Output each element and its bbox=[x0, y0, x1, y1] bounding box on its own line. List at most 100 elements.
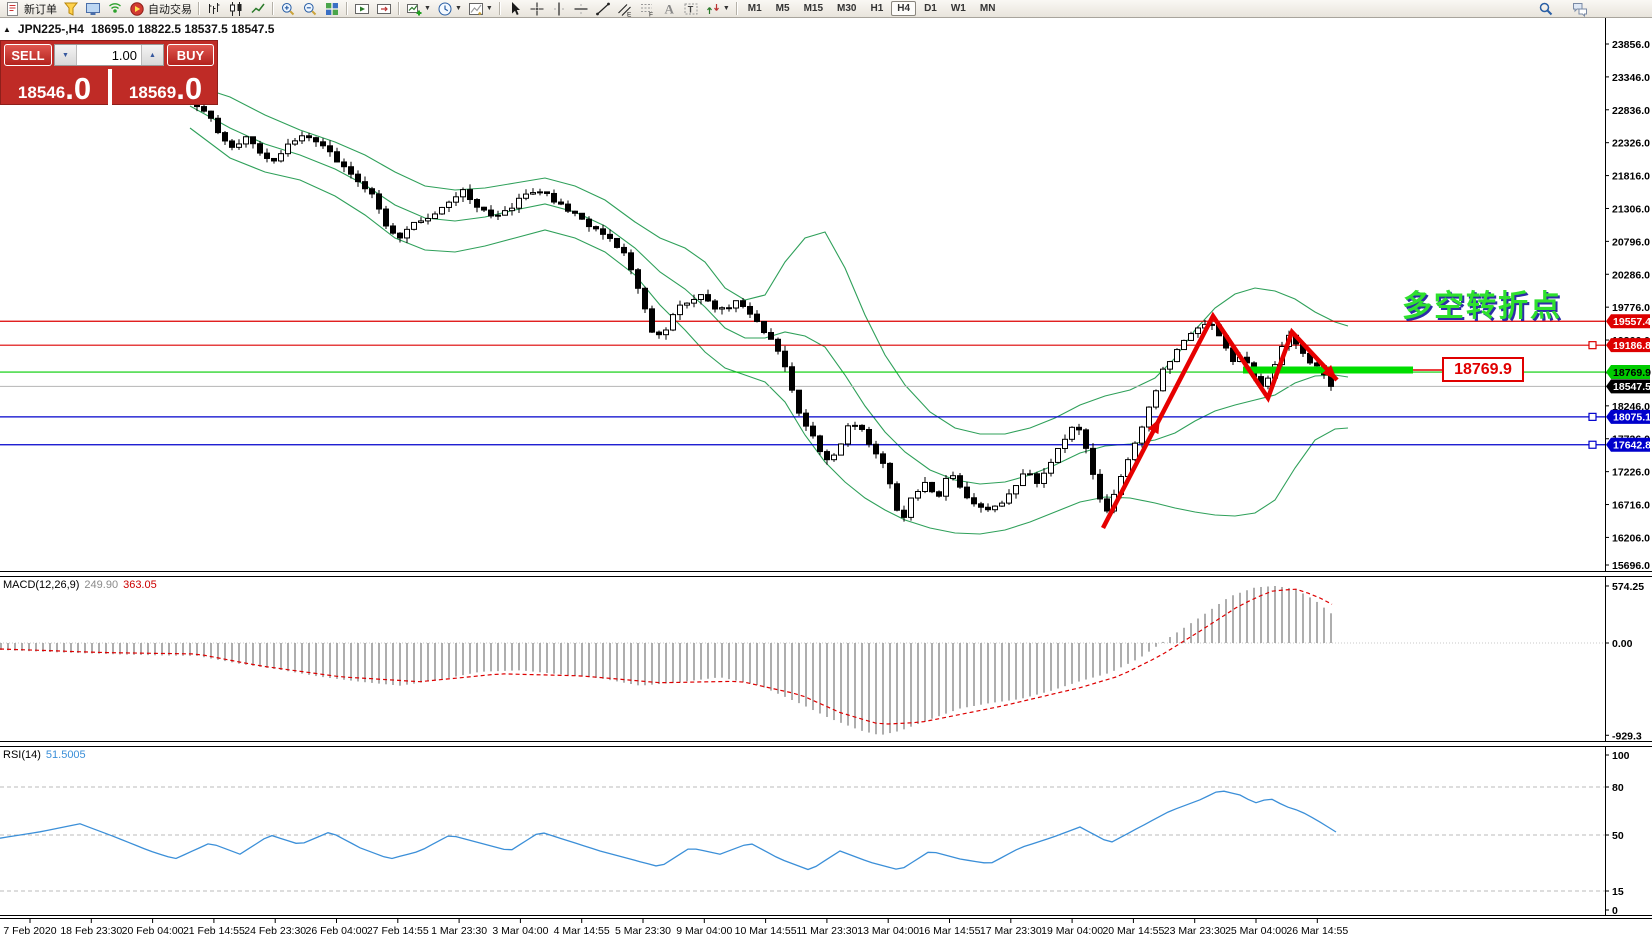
text-button[interactable]: A bbox=[659, 1, 679, 17]
svg-text:18769.9: 18769.9 bbox=[1613, 367, 1651, 379]
new-order-button[interactable]: 新订单 bbox=[3, 1, 59, 17]
svg-text:F: F bbox=[649, 11, 653, 17]
line-chart-button[interactable] bbox=[248, 1, 268, 17]
sell-button[interactable]: SELL bbox=[4, 44, 52, 66]
auto-scroll-button[interactable] bbox=[352, 1, 372, 17]
line-handle[interactable] bbox=[1588, 440, 1597, 449]
add-indicator-button[interactable]: ▼ bbox=[404, 1, 433, 17]
timeframe-w1-button[interactable]: W1 bbox=[950, 3, 966, 14]
time-axis-label: 23 Mar 23:30 bbox=[1164, 925, 1226, 937]
timeframe-m1-button[interactable]: M1 bbox=[747, 3, 762, 14]
timeframe-m15-button[interactable]: M15 bbox=[803, 3, 824, 14]
signals-button[interactable] bbox=[105, 1, 125, 17]
chart-annotation-text[interactable]: 多空转折点 bbox=[1402, 290, 1562, 323]
timeframe-h1-button[interactable]: H1 bbox=[870, 3, 884, 14]
trade-panel-divider bbox=[108, 69, 112, 106]
equidistant-channel-icon: E bbox=[617, 3, 632, 17]
pane-divider-rsi[interactable] bbox=[0, 741, 1652, 747]
time-axis-label: 27 Feb 14:55 bbox=[367, 925, 429, 937]
collapse-panel-icon[interactable]: ▲ bbox=[3, 24, 11, 34]
horizontal-line-button[interactable] bbox=[571, 1, 591, 17]
market-watch-button[interactable] bbox=[83, 1, 103, 17]
dropdown-caret-icon[interactable]: ▼ bbox=[722, 5, 730, 12]
volume-decrease-button[interactable]: ▼ bbox=[55, 45, 77, 65]
candlesticks bbox=[194, 102, 1334, 522]
sell-price[interactable]: 18546.0 bbox=[1, 69, 108, 106]
timeframe-m30-button[interactable]: M30 bbox=[837, 3, 857, 14]
zoom-out-icon bbox=[304, 2, 317, 15]
time-axis-label: 26 Feb 04:00 bbox=[306, 925, 368, 937]
chat-button[interactable] bbox=[1570, 1, 1590, 17]
rsi-axis-labels: 100 80 50 15 0 bbox=[1605, 750, 1630, 917]
time-axis-label: 20 Feb 04:00 bbox=[122, 925, 184, 937]
cursor-button[interactable] bbox=[505, 1, 525, 17]
autotrade-button[interactable]: 自动交易 bbox=[127, 1, 194, 17]
sell-price-fraction: .0 bbox=[65, 71, 92, 106]
buy-button[interactable]: BUY bbox=[167, 44, 214, 66]
vertical-line-button[interactable] bbox=[549, 1, 569, 17]
svg-text:18075.1: 18075.1 bbox=[1613, 412, 1651, 424]
toolbar-separator bbox=[735, 2, 738, 15]
buy-price[interactable]: 18569.0 bbox=[112, 69, 219, 106]
time-axis-label: 20 Mar 14:55 bbox=[1102, 925, 1164, 937]
macd-signal-value: 363.05 bbox=[123, 579, 157, 591]
crosshair-icon bbox=[530, 2, 544, 15]
buy-price-main: 18569 bbox=[128, 83, 177, 102]
svg-text:18246.0: 18246.0 bbox=[1612, 401, 1650, 413]
timeframe-h4-button[interactable]: H4 bbox=[891, 1, 917, 16]
chat-icon bbox=[1573, 2, 1587, 17]
line-chart-icon bbox=[251, 3, 265, 13]
macd-indicator-label: MACD(12,26,9) 249.90 363.05 bbox=[3, 579, 157, 591]
time-axis-label: 11 Mar 23:30 bbox=[796, 925, 857, 937]
candlestick-chart-button[interactable] bbox=[226, 1, 246, 17]
horizontal-lines bbox=[0, 320, 1605, 446]
svg-text:-929.3: -929.3 bbox=[1612, 730, 1642, 742]
zoom-out-button[interactable] bbox=[300, 1, 320, 17]
search-button[interactable] bbox=[1536, 1, 1556, 17]
svg-text:80: 80 bbox=[1612, 782, 1624, 794]
tile-windows-button[interactable] bbox=[322, 1, 342, 17]
equidistant-channel-button[interactable]: E bbox=[615, 1, 635, 17]
volume-stepper: ▼ 1.00 ▲ bbox=[54, 44, 164, 66]
zoom-in-button[interactable] bbox=[278, 1, 298, 17]
svg-text:21306.0: 21306.0 bbox=[1612, 203, 1650, 215]
line-handle[interactable] bbox=[1588, 341, 1597, 350]
dropdown-caret-icon[interactable]: ▼ bbox=[454, 5, 462, 12]
bar-chart-button[interactable] bbox=[204, 1, 224, 17]
volume-input[interactable]: 1.00 bbox=[111, 47, 137, 63]
market-watch-icon bbox=[86, 2, 100, 15]
trendline-icon bbox=[595, 2, 610, 15]
price-callout-label[interactable]: 18769.9 bbox=[1442, 357, 1524, 382]
time-axis-label: 26 Mar 14:55 bbox=[1286, 925, 1348, 937]
text-label-button[interactable]: T bbox=[681, 1, 701, 17]
fibonacci-button[interactable]: F bbox=[637, 1, 657, 17]
time-axis-label: 9 Mar 04:00 bbox=[676, 925, 732, 937]
dropdown-caret-icon[interactable]: ▼ bbox=[485, 5, 493, 12]
svg-text:22836.0: 22836.0 bbox=[1612, 105, 1650, 117]
periods-button[interactable]: ▼ bbox=[435, 1, 464, 17]
timeframe-m5-button[interactable]: M5 bbox=[775, 3, 790, 14]
arrows-icon bbox=[706, 3, 719, 14]
line-handle[interactable] bbox=[1588, 412, 1597, 421]
toolbar-separator bbox=[498, 2, 501, 15]
timeframe-mn-button[interactable]: MN bbox=[979, 3, 996, 14]
trend-arrow-drawing[interactable] bbox=[1101, 311, 1339, 530]
new-chart-button[interactable] bbox=[61, 1, 81, 17]
arrows-button[interactable]: ▼ bbox=[703, 1, 732, 17]
rsi-line bbox=[0, 790, 1337, 871]
volume-increase-button[interactable]: ▲ bbox=[141, 45, 163, 65]
auto-scroll-icon bbox=[355, 3, 369, 14]
chart-shift-button[interactable] bbox=[374, 1, 394, 17]
horizontal-line-icon bbox=[574, 3, 588, 14]
trendline-button[interactable] bbox=[593, 1, 613, 17]
toolbar-separator bbox=[198, 2, 200, 15]
timeframe-d1-button[interactable]: D1 bbox=[924, 3, 937, 14]
templates-button[interactable]: ▼ bbox=[466, 1, 495, 17]
crosshair-button[interactable] bbox=[527, 1, 547, 17]
pane-divider-macd[interactable] bbox=[0, 571, 1652, 577]
macd-axis-labels: 574.25 0.00 -929.3 bbox=[1605, 581, 1644, 742]
dropdown-caret-icon[interactable]: ▼ bbox=[424, 5, 431, 12]
rsi-name: RSI(14) bbox=[3, 749, 41, 761]
